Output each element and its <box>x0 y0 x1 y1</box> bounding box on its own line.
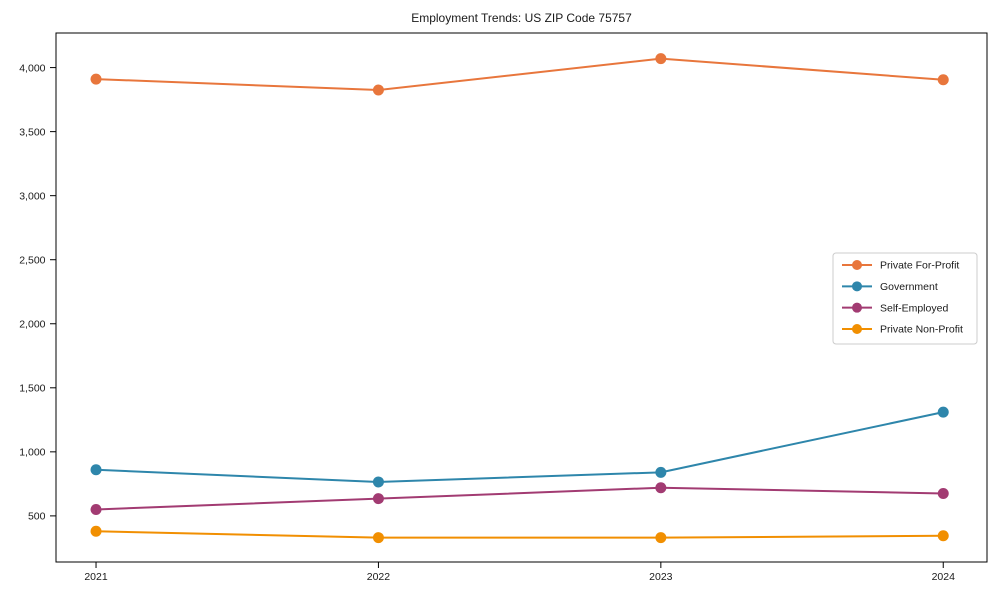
x-tick-label: 2022 <box>367 571 391 583</box>
y-tick-label: 3,500 <box>19 126 45 138</box>
series-line-private-for-profit <box>95 57 945 91</box>
y-tick-label: 2,500 <box>19 254 45 266</box>
legend: Private For-Profit Government Self-Employe… <box>832 252 978 345</box>
x-tick-label: 2021 <box>84 571 108 583</box>
data-point-self-employed-2023 <box>655 482 667 494</box>
y-tick-label: 4,000 <box>19 62 45 74</box>
series-line-private-non-profit <box>95 530 945 539</box>
data-point-government-2023 <box>655 466 667 478</box>
data-point-private-non-profit-2023 <box>655 532 667 544</box>
y-tick-label: 1,000 <box>19 447 45 459</box>
data-point-private-non-profit-2022 <box>372 532 384 544</box>
data-point-private-for-profit-2022 <box>372 84 384 96</box>
y-tick-label: 1,500 <box>19 382 45 394</box>
data-point-private-for-profit-2021 <box>90 73 102 85</box>
legend-label: Government <box>880 281 938 293</box>
legend-label: Self-Employed <box>880 302 948 314</box>
legend-marker-icon <box>852 281 862 292</box>
legend-marker-icon <box>852 302 862 313</box>
legend-entry-government: Government <box>842 281 938 293</box>
y-tick-label: 2,000 <box>19 318 45 330</box>
plot-frame <box>55 32 988 563</box>
legend-marker-icon <box>852 260 862 270</box>
x-tick-label: 2024 <box>932 571 956 583</box>
series-line-government <box>95 411 945 483</box>
data-point-self-employed-2021 <box>90 503 102 515</box>
series-line-self-employed <box>95 486 945 511</box>
data-point-private-non-profit-2024 <box>937 530 949 542</box>
legend-label: Private Non-Profit <box>880 324 963 336</box>
y-tick-label: 3,000 <box>19 190 45 202</box>
legend-box <box>832 252 978 345</box>
data-point-self-employed-2024 <box>937 487 949 499</box>
data-point-private-for-profit-2024 <box>937 74 949 86</box>
legend-marker-icon <box>852 323 862 334</box>
data-point-government-2021 <box>90 464 102 476</box>
data-point-government-2024 <box>937 406 949 418</box>
data-point-private-non-profit-2021 <box>90 525 102 537</box>
data-point-private-for-profit-2023 <box>655 53 667 65</box>
chart-title: Employment Trends: US ZIP Code 75757 <box>411 11 632 25</box>
x-tick-label: 2023 <box>649 571 673 583</box>
legend-entry-private-non-profit: Private Non-Profit <box>842 324 963 336</box>
data-point-government-2022 <box>372 476 384 488</box>
legend-label: Private For-Profit <box>880 260 959 272</box>
data-point-self-employed-2022 <box>372 493 384 505</box>
legend-entry-private-for-profit: Private For-Profit <box>842 260 959 272</box>
y-tick-label: 500 <box>28 511 46 523</box>
legend-entry-self-employed: Self-Employed <box>842 302 948 314</box>
